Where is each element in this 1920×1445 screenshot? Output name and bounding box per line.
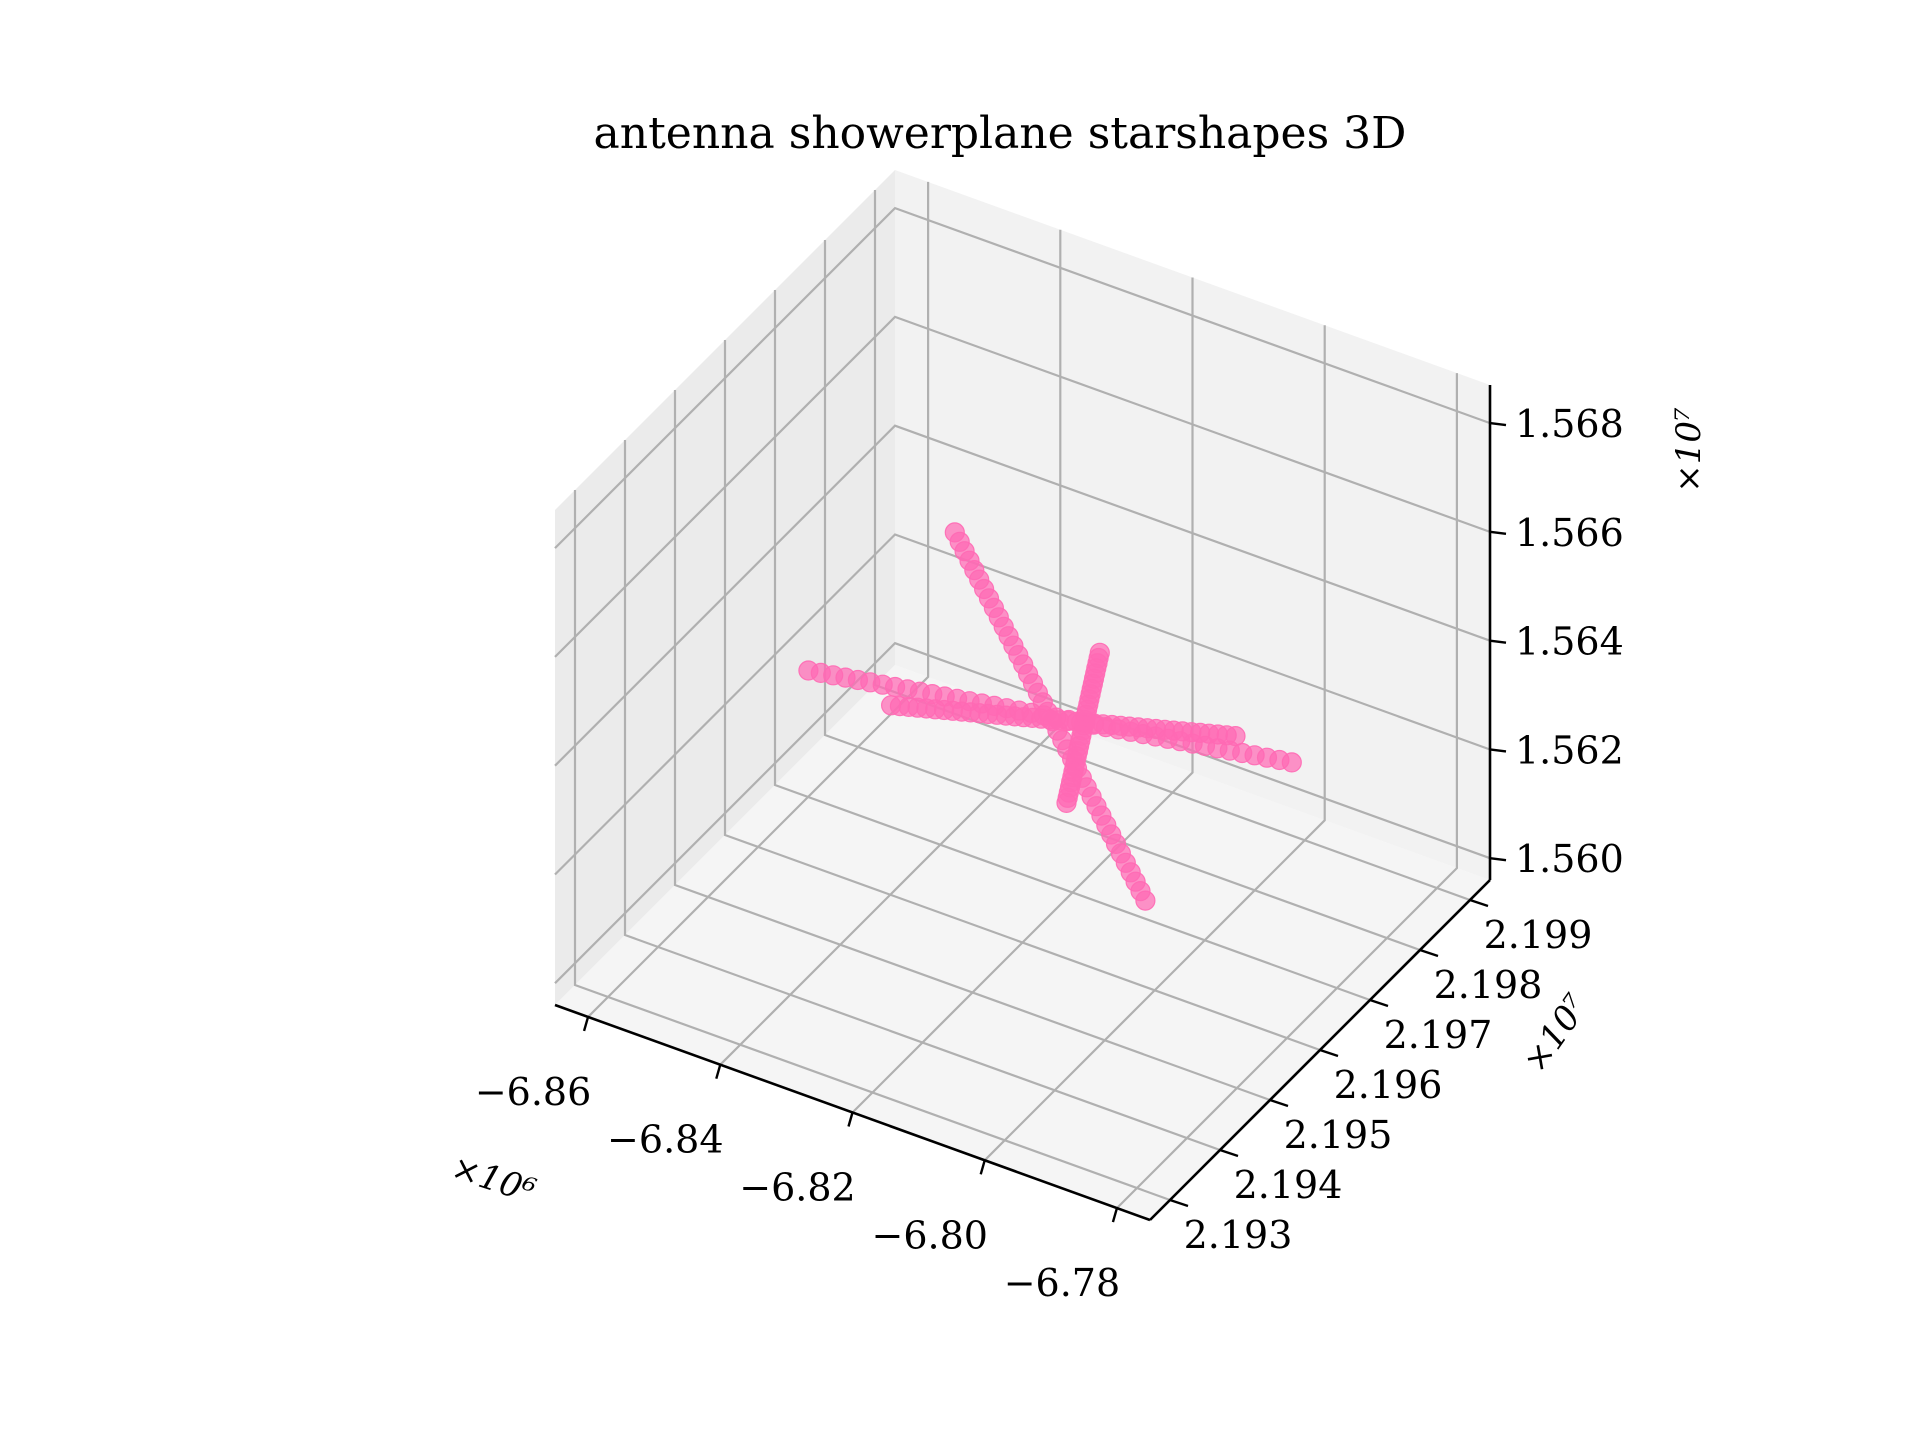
z-tick-label: 1.560 bbox=[1515, 837, 1624, 881]
z-tick-mark bbox=[1489, 748, 1507, 753]
y-tick-label: 2.197 bbox=[1384, 1013, 1493, 1057]
y-grid-line bbox=[823, 240, 1421, 952]
y-tick-label: 2.198 bbox=[1434, 963, 1543, 1007]
data-point bbox=[1225, 725, 1246, 747]
z-tick-mark bbox=[1489, 639, 1507, 644]
y-tick-label: 2.196 bbox=[1334, 1063, 1443, 1107]
x-grid-line bbox=[587, 181, 930, 1018]
y-tick-label: 2.193 bbox=[1184, 1213, 1293, 1257]
y-grid-line bbox=[623, 440, 1221, 1152]
x-tick-mark bbox=[582, 1016, 590, 1032]
x-tick-mark bbox=[979, 1159, 986, 1175]
y-grid-line bbox=[723, 340, 1321, 1052]
y-tick-mark bbox=[1469, 898, 1489, 908]
x-tick-label: −6.80 bbox=[871, 1213, 987, 1257]
z-tick-label: 1.564 bbox=[1515, 620, 1624, 664]
z-grid-line bbox=[554, 424, 1491, 767]
x-tick-mark bbox=[1111, 1207, 1119, 1223]
data-point bbox=[1281, 752, 1302, 773]
z-grid-line bbox=[554, 641, 1491, 984]
y-tick-mark bbox=[1169, 1198, 1189, 1208]
z-tick-mark bbox=[1489, 857, 1507, 862]
x-tick-mark bbox=[715, 1064, 722, 1080]
x-grid-line bbox=[851, 277, 1194, 1114]
x-tick-label: −6.86 bbox=[475, 1070, 591, 1114]
z-grid-line bbox=[554, 315, 1491, 658]
x-tick-label: −6.78 bbox=[1004, 1261, 1120, 1305]
y-tick-label: 2.195 bbox=[1284, 1113, 1393, 1157]
z-grid-line bbox=[554, 533, 1491, 876]
x-tick-label: −6.84 bbox=[607, 1118, 723, 1162]
z-grid-line bbox=[554, 206, 1491, 549]
x-tick-label: −6.82 bbox=[739, 1166, 855, 1210]
x-grid-line bbox=[1116, 373, 1459, 1209]
z-tick-mark bbox=[1489, 530, 1507, 536]
z-tick-label: 1.568 bbox=[1515, 402, 1624, 446]
z-tick-label: 1.566 bbox=[1515, 511, 1624, 555]
data-point bbox=[1056, 792, 1077, 814]
y-grid-line bbox=[573, 490, 1171, 1202]
z-axis-scale-label: ×10⁷ bbox=[1669, 407, 1709, 493]
z-tick-mark bbox=[1489, 421, 1507, 427]
grid-lines bbox=[554, 181, 1491, 1209]
data-points bbox=[798, 522, 1302, 911]
y-tick-mark bbox=[1319, 1048, 1339, 1058]
x-axis-scale-label: ×10⁶ bbox=[447, 1147, 541, 1211]
y-grid-line bbox=[773, 290, 1371, 1002]
data-point bbox=[1135, 890, 1156, 911]
tick-labels: −6.86 −6.84 −6.82 −6.80 −6.78 2.193 2.194 2.195… bbox=[475, 402, 1624, 1305]
y-tick-mark bbox=[1419, 948, 1439, 958]
y-tick-mark bbox=[1219, 1148, 1239, 1158]
chart-title: antenna showerplane starshapes 3D bbox=[594, 108, 1407, 159]
y-tick-mark bbox=[1369, 998, 1389, 1008]
x-tick-mark bbox=[847, 1112, 854, 1127]
y-tick-mark bbox=[1269, 1098, 1289, 1108]
z-tick-label: 1.562 bbox=[1515, 728, 1624, 772]
y-tick-label: 2.194 bbox=[1234, 1163, 1343, 1207]
y-tick-label: 2.199 bbox=[1484, 913, 1593, 957]
x-grid-line bbox=[983, 325, 1326, 1162]
y-grid-line bbox=[673, 390, 1271, 1102]
